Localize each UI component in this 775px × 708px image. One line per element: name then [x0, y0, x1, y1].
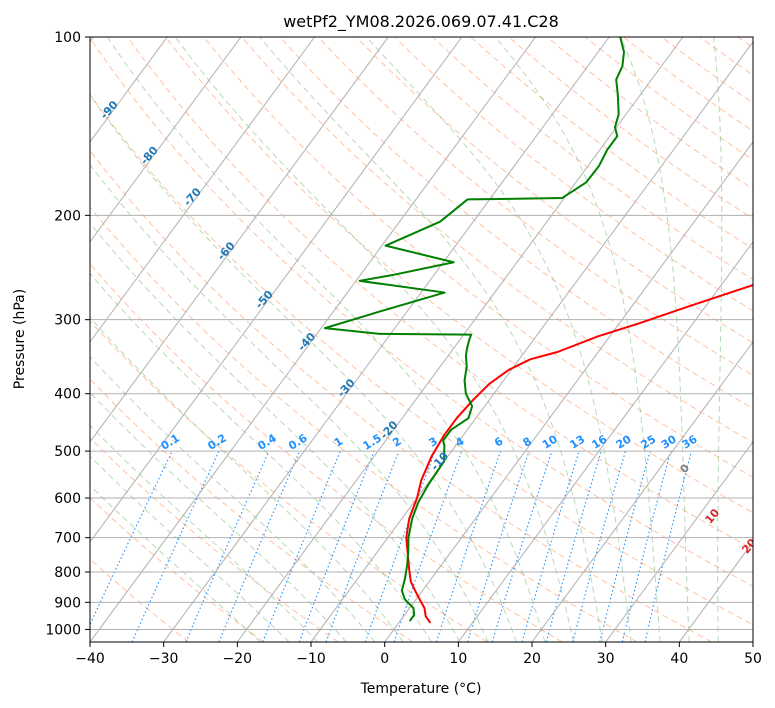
isotherm-lines	[90, 37, 753, 642]
dry-adiabats	[90, 37, 753, 642]
y-tick-label: 200	[54, 208, 81, 224]
dewpoint-profile-line	[323, 37, 625, 622]
isotherm-line	[90, 37, 389, 443]
dry-adiabat-line	[90, 378, 414, 642]
mixing-ratio-line	[572, 450, 627, 642]
x-tick-label: 0	[380, 651, 389, 667]
dry-adiabat-line	[203, 37, 753, 478]
isotherm-line	[90, 37, 315, 343]
moist-adiabat-line	[90, 391, 347, 642]
isotherm-line	[605, 441, 753, 642]
moist-adiabat-line	[620, 37, 690, 642]
chart-title: wetPf2_YM08.2026.069.07.41.C28	[283, 12, 559, 32]
dry-adiabat-line	[90, 206, 638, 642]
dry-adiabat-line	[508, 37, 753, 220]
dry-adiabat-line	[90, 497, 264, 642]
moist-adiabats	[90, 37, 723, 642]
dry-adiabat-line	[126, 37, 753, 550]
x-axis-label: Temperature (°C)	[360, 681, 482, 697]
mixing-ratio-line	[185, 450, 270, 642]
dry-adiabat-line	[584, 37, 753, 161]
moist-adiabat-line	[713, 37, 723, 642]
dry-adiabat-line	[241, 37, 753, 444]
temperature-profile-line	[405, 284, 753, 624]
dry-adiabat-line	[90, 149, 712, 642]
moist-adiabat-line	[90, 455, 290, 642]
mixing-ratio-line	[218, 450, 301, 642]
mixing-ratio-line	[521, 450, 580, 642]
x-tick-label: −20	[223, 651, 253, 667]
y-tick-label: 800	[54, 565, 81, 581]
mixing-ratio-line	[466, 450, 530, 642]
mixing-ratio-line	[298, 450, 375, 642]
x-tick-label: −40	[75, 651, 105, 667]
isotherm-line	[90, 37, 242, 243]
y-tick-label: 1000	[45, 622, 81, 638]
x-tick-label: −30	[149, 651, 179, 667]
x-tick-label: 50	[744, 651, 762, 667]
x-tick-label: −10	[296, 651, 326, 667]
x-tick-label: 10	[449, 651, 467, 667]
isotherm-line	[90, 37, 168, 143]
moist-adiabat-line	[259, 37, 603, 642]
y-axis: 100 200 300 400 500 600 700 800 900 1000	[45, 30, 90, 638]
moist-adiabat-line	[90, 316, 404, 642]
mixing-ratio-line	[262, 450, 341, 642]
y-axis-label: Pressure (hPa)	[12, 289, 28, 389]
isotherm-line	[90, 37, 463, 543]
mixing-ratio-line	[435, 450, 502, 642]
y-tick-label: 600	[54, 491, 81, 507]
isotherm-line	[310, 41, 753, 642]
mixing-ratio-lines	[90, 450, 693, 642]
mixing-ratio-line	[325, 450, 400, 642]
moist-adiabat-line	[90, 484, 261, 642]
y-tick-label: 900	[54, 595, 81, 611]
plot-frame	[89, 36, 754, 643]
moist-adiabat-line	[90, 94, 517, 642]
y-tick-label: 700	[54, 531, 81, 547]
moist-adiabat-line	[366, 37, 632, 642]
moist-adiabat-line	[90, 272, 432, 642]
y-tick-label: 300	[54, 313, 81, 329]
dry-adiabat-line	[90, 320, 488, 642]
moist-adiabat-line	[90, 356, 376, 642]
dry-adiabat-line	[165, 37, 753, 514]
y-tick-label: 400	[54, 387, 81, 403]
isotherm-line	[457, 241, 753, 642]
mixing-ratio-line	[545, 450, 602, 642]
dry-adiabat-line	[317, 37, 753, 376]
isotherm-line	[90, 37, 536, 642]
x-tick-label: 20	[523, 651, 541, 667]
x-axis: −40 −30 −20 −10 0 10 20 30 40 50	[75, 642, 762, 667]
mixing-ratio-line	[621, 450, 672, 642]
isotherm-line	[384, 141, 753, 642]
isotherm-line	[531, 341, 753, 642]
dry-adiabat-line	[90, 93, 753, 626]
y-tick-label: 500	[54, 444, 81, 460]
moist-adiabat-line	[494, 37, 661, 642]
dry-adiabat-line	[279, 37, 753, 410]
mixing-ratio-line	[599, 450, 651, 642]
moist-adiabat-line	[174, 37, 575, 642]
plot-area: 0.10.20.40.611.52346810131620253036-100-…	[90, 37, 753, 642]
dry-adiabat-line	[90, 37, 753, 587]
isotherm-line	[236, 37, 684, 642]
moist-adiabat-line	[90, 222, 461, 642]
dry-adiabat-line	[355, 37, 753, 344]
x-tick-label: 30	[597, 651, 615, 667]
mixing-ratio-line	[491, 450, 553, 642]
y-tick-label: 100	[54, 30, 81, 46]
moist-adiabat-line	[90, 163, 489, 642]
profile-series	[323, 37, 753, 624]
dry-adiabat-line	[546, 37, 753, 190]
moist-adiabat-line	[106, 37, 546, 642]
isotherm-line	[163, 37, 610, 642]
x-tick-label: 40	[670, 651, 688, 667]
